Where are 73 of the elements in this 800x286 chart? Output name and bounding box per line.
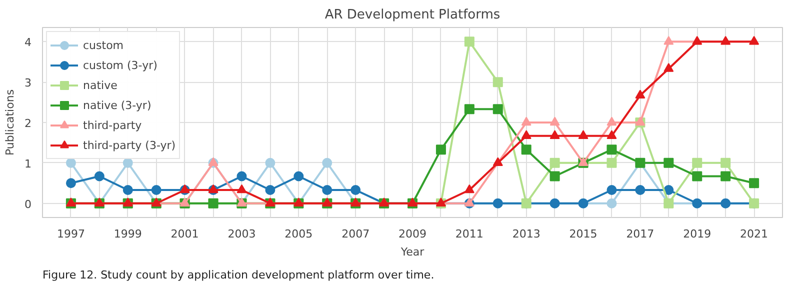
x-tick-label: 2009: [398, 228, 427, 240]
point: [122, 185, 133, 195]
point: [492, 77, 503, 88]
point: [550, 130, 560, 139]
legend-label: native: [83, 78, 118, 92]
x-tick-label: 2005: [284, 228, 313, 240]
x-tick-label: 2011: [455, 228, 484, 240]
point: [692, 158, 702, 168]
legend-label: third-party: [83, 118, 142, 132]
point: [664, 63, 674, 72]
point: [464, 184, 474, 194]
point: [122, 158, 133, 168]
point: [720, 171, 731, 182]
point: [550, 116, 560, 126]
point: [606, 198, 617, 208]
legend-label: native (3-yr): [83, 98, 152, 112]
point: [635, 90, 646, 99]
y-axis-title: Publications: [4, 89, 16, 156]
x-tick-label: 2019: [683, 228, 712, 240]
x-tick-label: 2017: [626, 228, 654, 240]
point: [692, 171, 702, 182]
point: [322, 185, 332, 195]
point: [151, 185, 162, 195]
point: [606, 116, 617, 126]
x-axis-title: Year: [400, 246, 425, 258]
legend-label: custom (3-yr): [83, 58, 158, 72]
chart-title: AR Development Platforms: [324, 8, 500, 22]
point: [606, 144, 617, 155]
legend-label: custom: [83, 38, 124, 52]
point: [294, 171, 304, 182]
point: [635, 185, 646, 195]
point: [265, 185, 276, 195]
point: [664, 158, 674, 168]
point: [236, 171, 247, 182]
caption: Figure 12. Study count by application development platform over time.: [42, 268, 434, 282]
point: [236, 184, 247, 194]
point: [521, 130, 532, 139]
point: [606, 185, 617, 195]
point: [664, 185, 674, 195]
y-tick-label: 1: [24, 157, 32, 170]
point: [578, 130, 588, 139]
point: [492, 104, 503, 114]
x-tick-label: 1997: [56, 228, 85, 240]
x-tick-label: 2021: [740, 228, 768, 240]
point: [720, 158, 731, 168]
x-tick-label: 2007: [342, 228, 370, 240]
point: [606, 130, 617, 139]
point: [94, 171, 104, 182]
point: [521, 144, 532, 155]
point: [322, 158, 332, 168]
point: [265, 158, 276, 168]
point: [464, 104, 474, 114]
point: [66, 178, 76, 188]
point: [464, 36, 474, 47]
x-tick-label: 2001: [170, 228, 199, 240]
point: [436, 144, 446, 155]
x-tick-label: 2015: [569, 228, 598, 240]
y-tick-label: 4: [24, 36, 32, 50]
legend-label: third-party (3-yr): [83, 138, 176, 152]
y-tick-label: 3: [24, 76, 32, 90]
point: [350, 185, 361, 195]
point: [550, 171, 560, 182]
x-tick-label: 2013: [512, 228, 540, 240]
y-tick-label: 2: [24, 117, 32, 130]
point: [664, 36, 674, 45]
point: [521, 116, 532, 126]
point: [606, 158, 617, 168]
point: [66, 158, 76, 168]
point: [749, 178, 760, 188]
y-tick-label: 0: [24, 198, 32, 211]
x-tick-label: 1999: [114, 228, 142, 240]
x-tick-label: 2003: [228, 228, 256, 240]
point: [550, 158, 560, 168]
